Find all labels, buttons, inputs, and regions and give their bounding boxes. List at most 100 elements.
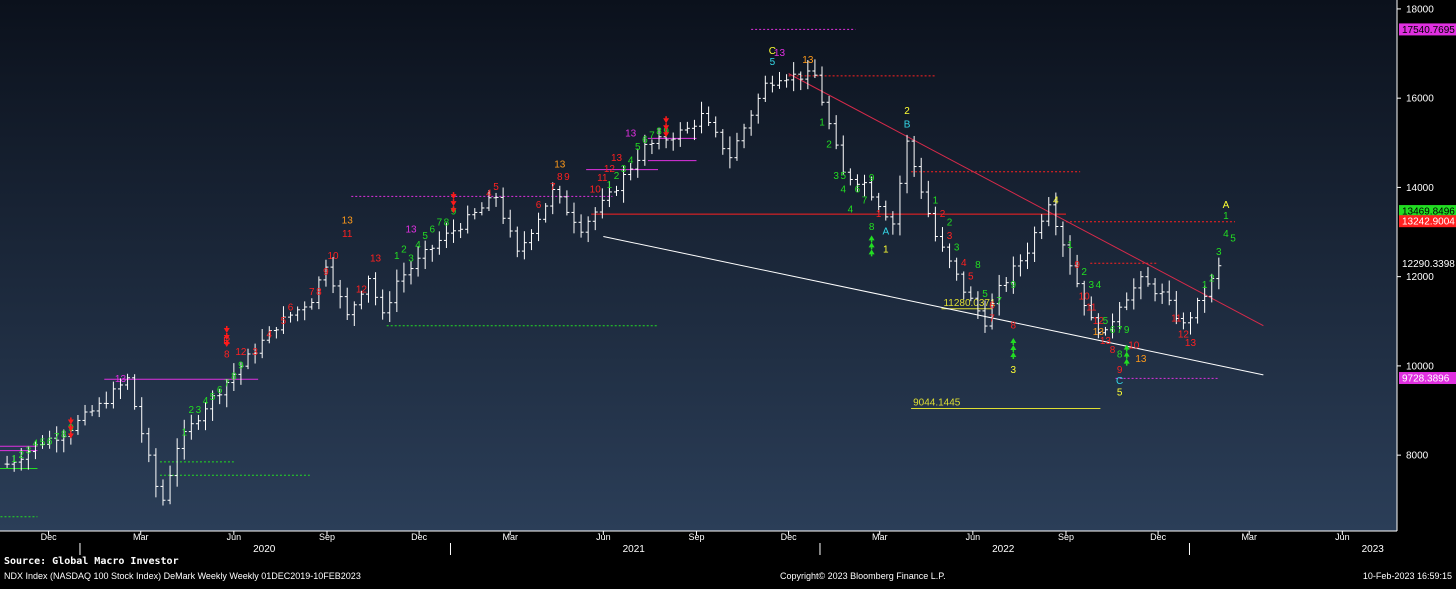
signal-arrow	[868, 242, 875, 248]
ohlc-bar	[755, 93, 761, 124]
signal-arrow	[663, 125, 670, 131]
demark-count: 4	[961, 258, 967, 269]
demark-count: 8	[231, 372, 237, 383]
ohlc-bar	[883, 200, 889, 221]
ohlc-bar	[1081, 280, 1087, 316]
demark-count: 12	[604, 164, 616, 175]
demark-count: 12	[356, 285, 368, 296]
footer-timestamp: 10-Feb-2023 16:59:15	[1362, 571, 1452, 581]
signal-arrow	[663, 132, 670, 138]
demark-count: 12	[235, 347, 247, 358]
demark-count: C	[769, 46, 776, 57]
demark-count: 13	[1093, 327, 1105, 338]
ohlc-bar	[621, 166, 627, 203]
demark-count: 6	[429, 224, 435, 235]
demark-count: 3	[1011, 365, 1017, 376]
price-tag-label: 17540.7695	[1402, 25, 1455, 36]
ohlc-bar	[961, 271, 967, 300]
demark-count: 13	[405, 224, 417, 235]
signal-arrow	[868, 235, 875, 241]
ohlc-bar	[1145, 267, 1151, 287]
demark-count: 5	[210, 392, 216, 403]
ohlc-bar	[302, 301, 308, 321]
demark-count: 13	[611, 153, 623, 164]
ohlc-bar	[798, 71, 804, 91]
ohlc-bar	[677, 122, 683, 147]
ohlc-bar	[1032, 226, 1038, 262]
ohlc-bar	[557, 185, 563, 204]
demark-count: 3	[621, 164, 627, 175]
demark-count: 7	[862, 195, 868, 206]
signal-arrow	[67, 419, 74, 425]
demark-count: 9	[1117, 365, 1123, 376]
demark-count: A	[1223, 200, 1230, 211]
ohlc-bar	[443, 222, 449, 249]
year-label: 2020	[253, 544, 276, 555]
time-tick-label: Mar	[1241, 532, 1257, 542]
time-tick-label: Dec	[1150, 532, 1167, 542]
ohlc-bar	[1159, 283, 1165, 304]
price-tag-label: 9728.3896	[1402, 374, 1450, 385]
ohlc-bar	[167, 465, 173, 505]
ohlc-bar	[217, 388, 223, 405]
signal-arrow	[1123, 351, 1130, 357]
signal-arrow	[450, 194, 457, 200]
signal-arrow	[868, 249, 875, 255]
demark-count: 3	[408, 253, 414, 264]
price-tag-bg	[1399, 257, 1456, 270]
ohlc-bar	[394, 269, 400, 313]
demark-count: 8	[1110, 345, 1116, 356]
ohlc-bar	[210, 390, 216, 421]
price-tag-bg	[1399, 372, 1456, 385]
demark-count: 5	[281, 316, 287, 327]
price-tick-label: 18000	[1406, 4, 1434, 15]
ohlc-bar	[642, 134, 648, 166]
ohlc-bar	[592, 207, 598, 231]
demark-count: 11	[597, 173, 608, 184]
ohlc-bar	[776, 71, 782, 89]
ohlc-bar	[897, 175, 903, 236]
time-tick-label: Mar	[872, 532, 888, 542]
ohlc-bar	[146, 427, 152, 463]
year-label: 2021	[623, 544, 646, 555]
demark-count: 4	[840, 184, 846, 195]
price-bars	[4, 59, 1222, 506]
ohlc-bar	[869, 176, 875, 201]
demark-count: 5	[1103, 316, 1109, 327]
demark-count: 1	[819, 117, 825, 128]
demark-count: 11	[1086, 303, 1097, 314]
time-tick-label: Jun	[596, 532, 611, 542]
price-tag-bg	[1399, 23, 1456, 36]
ohlc-bar	[862, 174, 868, 197]
demark-count: 6	[288, 303, 294, 314]
ohlc-bar	[1152, 278, 1158, 302]
demark-count: 6	[855, 184, 861, 195]
signal-arrow	[450, 208, 457, 214]
demark-count: 13	[625, 129, 637, 140]
ohlc-bar	[954, 257, 960, 281]
ohlc-bar	[422, 240, 428, 270]
demark-count: 8	[1117, 349, 1123, 360]
ohlc-bar	[103, 391, 109, 409]
demark-count: 7	[996, 296, 1002, 307]
ohlc-bar	[451, 219, 457, 243]
time-tick-label: Jun	[966, 532, 981, 542]
ohlc-bar	[1166, 280, 1172, 306]
demark-count: 4	[203, 396, 209, 407]
demark-count: 5	[968, 271, 974, 282]
time-tick-label: Dec	[411, 532, 428, 542]
demark-count: 1	[394, 251, 400, 262]
demark-count: 13	[1185, 338, 1197, 349]
ohlc-bar	[47, 430, 53, 449]
demark-count: 1	[1067, 240, 1073, 251]
ohlc-bar	[32, 441, 38, 460]
demark-count: 11	[342, 229, 353, 240]
time-tick-label: Mar	[133, 532, 149, 542]
level-label: 9044.1445	[913, 398, 961, 409]
time-tick-label: Dec	[781, 532, 798, 542]
ohlc-bar	[918, 157, 924, 199]
ohlc-bar	[585, 216, 591, 243]
ohlc-bar	[1187, 312, 1193, 335]
ohlc-bar	[947, 243, 953, 269]
demark-count: 4	[628, 155, 634, 166]
